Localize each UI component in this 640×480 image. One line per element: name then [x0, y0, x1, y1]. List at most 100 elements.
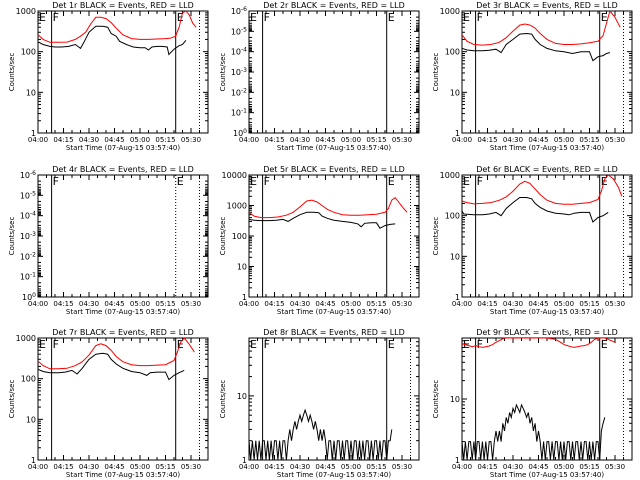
- left-marker-letter: E: [250, 175, 257, 188]
- y-tick-label: 10-5: [20, 190, 36, 200]
- time-marker-letter: E: [388, 11, 395, 24]
- y-tick-label: 10-4: [231, 47, 247, 57]
- chart-title: Det 6r BLACK = Events, RED = LLD: [476, 165, 618, 174]
- x-tick-label: 05:30: [181, 463, 201, 471]
- time-marker-letter: F: [264, 11, 270, 24]
- x-tick-label: 05:15: [579, 136, 599, 144]
- x-tick-label: 04:00: [28, 300, 48, 308]
- chart-panel-3: Det 3r BLACK = Events, RED = LLD Counts/s…: [432, 1, 633, 152]
- time-marker-letter: F: [477, 175, 483, 188]
- y-tick-label: 10-6: [231, 6, 247, 16]
- chart-title: Det 2r BLACK = Events, RED = LLD: [263, 1, 405, 10]
- time-marker-letter: F: [477, 338, 483, 351]
- x-tick-label: 05:15: [155, 136, 175, 144]
- x-tick-label: 05:15: [366, 300, 386, 308]
- x-tick-label: 04:30: [79, 463, 99, 471]
- time-marker-letter: E: [601, 338, 608, 351]
- time-marker-letter: F: [264, 175, 270, 188]
- series-lld-line: [38, 338, 195, 370]
- x-tick-label: 04:45: [315, 463, 335, 471]
- chart-panel-5: Det 5r BLACK = Events, RED = LLD Counts/s…: [219, 165, 420, 316]
- x-tick-label: 05:30: [392, 136, 412, 144]
- plot-frame: [248, 10, 420, 134]
- y-tick-label: 1000: [440, 7, 460, 16]
- x-tick-label: 05:30: [605, 136, 625, 144]
- time-marker-letter: F: [264, 338, 270, 351]
- y-tick-label: 10: [237, 263, 247, 272]
- x-tick-label: 05:00: [554, 463, 574, 471]
- x-tick-label: 05:15: [579, 300, 599, 308]
- time-marker-letter: F: [477, 11, 483, 24]
- x-tick-label: 05:30: [605, 300, 625, 308]
- x-tick-label: 05:00: [130, 463, 150, 471]
- y-tick-label: 10: [26, 88, 36, 97]
- x-tick-label: 04:00: [452, 463, 472, 471]
- x-tick-label: 05:15: [366, 463, 386, 471]
- chart-title: Det 7r BLACK = Events, RED = LLD: [52, 328, 194, 337]
- y-axis-label: Counts/sec: [432, 53, 440, 92]
- x-tick-label: 04:30: [503, 463, 523, 471]
- left-marker-letter: E: [39, 11, 46, 24]
- x-tick-label: 05:30: [181, 300, 201, 308]
- x-tick-label: 04:15: [264, 463, 284, 471]
- chart-title: Det 9r BLACK = Events, RED = LLD: [476, 328, 618, 337]
- x-tick-label: 05:30: [181, 136, 201, 144]
- x-tick-label: 04:30: [79, 300, 99, 308]
- y-axis-label: Counts/sec: [8, 380, 16, 419]
- x-tick-label: 04:15: [477, 300, 497, 308]
- left-marker-letter: E: [250, 338, 257, 351]
- series-lld-line: [462, 11, 621, 46]
- time-marker-letter: E: [388, 175, 395, 188]
- series-events-line: [38, 25, 187, 56]
- x-tick-label: 04:00: [452, 300, 472, 308]
- x-tick-label: 04:45: [315, 300, 335, 308]
- y-tick-label: 10-1: [231, 108, 247, 118]
- y-tick-label: 10-1: [20, 272, 36, 282]
- x-tick-label: 04:15: [264, 136, 284, 144]
- y-tick-label: 10-4: [20, 211, 36, 221]
- chart-title: Det 1r BLACK = Events, RED = LLD: [52, 1, 194, 10]
- x-tick-label: 05:15: [579, 463, 599, 471]
- y-tick-label: 10: [450, 395, 460, 404]
- y-axis-label: Counts/sec: [219, 217, 227, 256]
- x-tick-label: 04:00: [28, 136, 48, 144]
- x-tick-label: 05:00: [341, 463, 361, 471]
- x-tick-label: 04:45: [104, 300, 124, 308]
- y-tick-label: 100: [22, 292, 36, 302]
- chart-panel-7: Det 7r BLACK = Events, RED = LLD Counts/s…: [8, 328, 209, 479]
- time-marker-letter: E: [177, 11, 184, 24]
- series-events-line: [462, 197, 609, 223]
- chart-panel-1: Det 1r BLACK = Events, RED = LLD Counts/s…: [8, 1, 209, 152]
- x-tick-label: 05:15: [366, 136, 386, 144]
- x-tick-label: 04:45: [528, 300, 548, 308]
- x-tick-label: 05:00: [130, 300, 150, 308]
- x-tick-label: 05:00: [130, 136, 150, 144]
- x-tick-label: 05:15: [155, 300, 175, 308]
- x-tick-label: 04:45: [104, 136, 124, 144]
- x-axis-label: Start Time (07-Aug-15 03:57:40): [66, 144, 180, 152]
- y-axis-label: Counts/sec: [219, 53, 227, 92]
- series-lld-line: [249, 197, 408, 219]
- chart-title: Det 4r BLACK = Events, RED = LLD: [52, 165, 194, 174]
- chart-panel-2: Det 2r BLACK = Events, RED = LLD Counts/s…: [219, 1, 420, 152]
- y-axis-label: Counts/sec: [8, 217, 16, 256]
- y-tick-label: 1000: [16, 7, 36, 16]
- x-axis-label: Start Time (07-Aug-15 03:57:40): [277, 308, 391, 316]
- x-tick-label: 05:00: [341, 136, 361, 144]
- y-tick-label: 100: [21, 48, 36, 57]
- series-events-line: [249, 211, 396, 229]
- y-tick-label: 1: [455, 129, 460, 138]
- x-axis-label: Start Time (07-Aug-15 03:57:40): [490, 308, 604, 316]
- y-tick-label: 10-3: [20, 231, 36, 241]
- x-tick-label: 04:45: [528, 136, 548, 144]
- y-tick-label: 10-2: [231, 87, 247, 97]
- y-tick-label: 1000: [440, 171, 460, 180]
- x-tick-label: 05:00: [554, 136, 574, 144]
- x-tick-label: 04:45: [528, 463, 548, 471]
- y-tick-label: 1: [455, 293, 460, 302]
- time-marker-letter: E: [177, 175, 184, 188]
- series-events-line: [462, 403, 606, 460]
- y-tick-label: 1: [242, 456, 247, 465]
- x-tick-label: 04:30: [79, 136, 99, 144]
